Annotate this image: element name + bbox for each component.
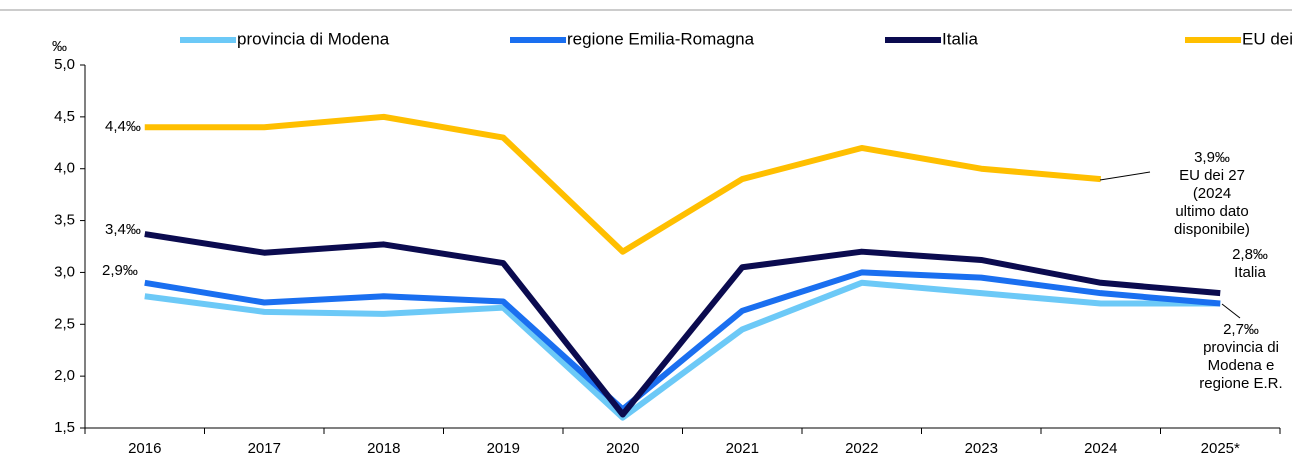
x-tick-label: 2019 [487, 440, 520, 457]
annotation: 3,9‰ [1194, 149, 1230, 166]
y-tick-label: 5,0 [54, 56, 75, 73]
annotation: 2,7‰ [1223, 321, 1259, 338]
x-tick-label: 2022 [845, 440, 878, 457]
series-line [144, 113, 1102, 255]
y-tick-label: 3,5 [54, 212, 75, 229]
y-tick-label: 2,5 [54, 315, 75, 332]
legend-label: Italia [942, 29, 978, 48]
annotation: 4,4‰ [105, 118, 141, 135]
y-tick-label: 4,0 [54, 160, 75, 177]
y-tick-label: 1,5 [54, 419, 75, 436]
series-line [144, 231, 1221, 418]
annotation: 3,4‰ [105, 221, 141, 238]
annotation: Italia [1234, 264, 1266, 281]
legend-label: regione Emilia-Romagna [567, 29, 755, 48]
series-line [144, 279, 1221, 421]
x-tick-label: 2021 [726, 440, 759, 457]
annotation: 2,9‰ [102, 262, 138, 279]
annotation: EU dei 27 [1179, 167, 1245, 184]
x-tick-label: 2023 [965, 440, 998, 457]
annotation: (2024 [1193, 185, 1231, 202]
y-tick-label: 3,0 [54, 263, 75, 280]
annotation: 2,8‰ [1232, 246, 1268, 263]
y-tick-label: 4,5 [54, 108, 75, 125]
x-tick-label: 2025* [1201, 440, 1240, 457]
legend: provincia di Modena regione Emilia-Romagn… [180, 29, 1292, 48]
annotation: disponibile) [1174, 221, 1250, 238]
y-unit: ‰ [52, 38, 67, 55]
y-tick-label: 2,0 [54, 367, 75, 384]
legend-label: provincia di Modena [237, 29, 390, 48]
annotation-leader [1221, 303, 1241, 319]
x-tick-label: 2017 [248, 440, 281, 457]
annotation: Modena e [1208, 357, 1275, 374]
legend-label: EU dei 27 [1242, 29, 1292, 48]
annotation: regione E.R. [1199, 375, 1282, 392]
annotation: provincia di [1203, 339, 1279, 356]
x-tick-label: 2016 [128, 440, 161, 457]
x-tick-label: 2024 [1084, 440, 1117, 457]
annotation-leader [1099, 171, 1151, 181]
series-line [144, 269, 1221, 413]
x-tick-label: 2020 [606, 440, 639, 457]
x-tick-label: 2018 [367, 440, 400, 457]
annotation: ultimo dato [1175, 203, 1248, 220]
